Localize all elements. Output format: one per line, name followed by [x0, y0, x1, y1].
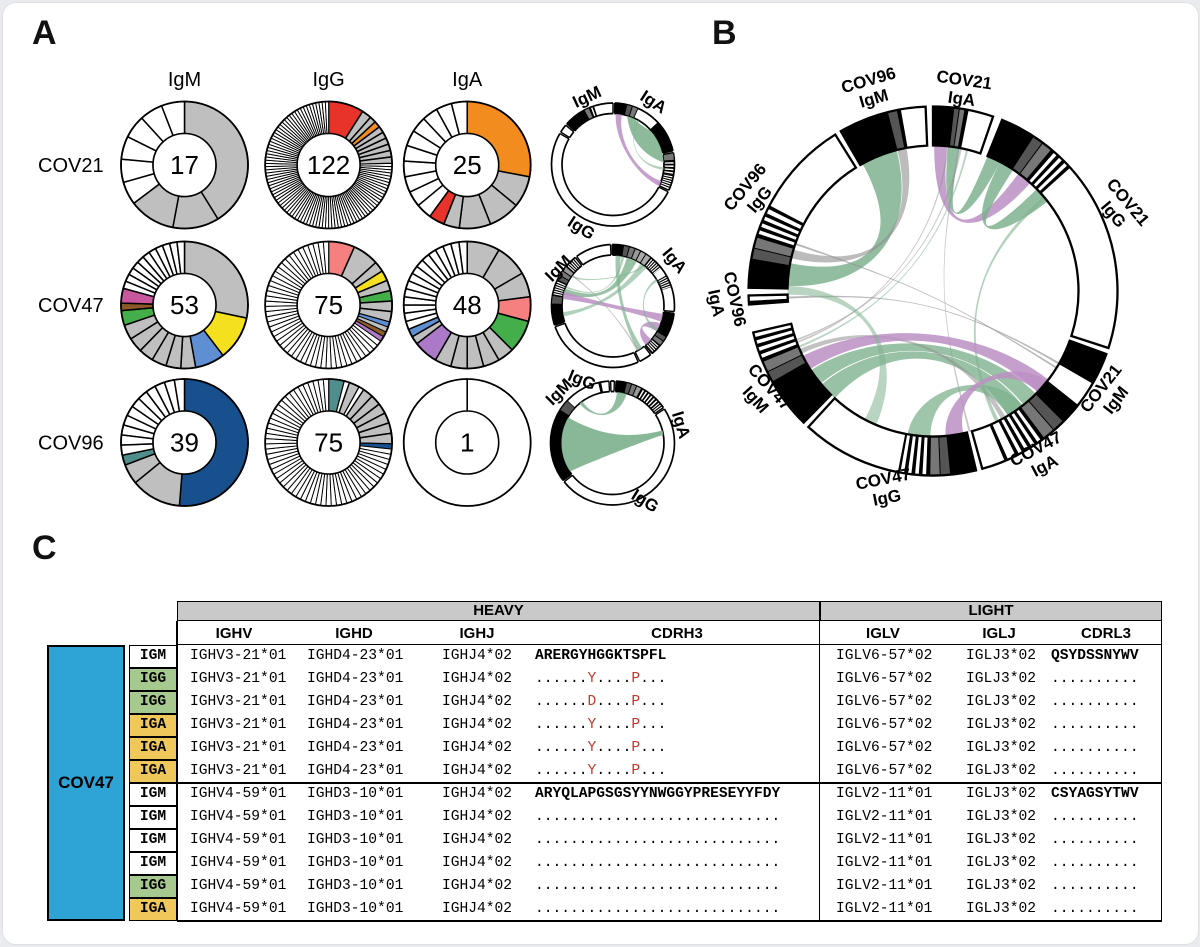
svg-text:IgA: IgA	[452, 69, 483, 91]
svg-text:25: 25	[453, 150, 482, 180]
svg-text:17: 17	[170, 150, 199, 180]
svg-text:COV47: COV47	[38, 295, 104, 317]
svg-text:IgA: IgA	[637, 87, 670, 118]
svg-text:39: 39	[170, 428, 199, 458]
svg-text:COV96: COV96	[38, 433, 104, 455]
svg-text:IgA: IgA	[658, 244, 690, 277]
svg-text:53: 53	[170, 290, 199, 320]
svg-text:IgG: IgG	[312, 69, 344, 91]
svg-text:122: 122	[307, 150, 350, 180]
svg-text:1: 1	[460, 428, 474, 458]
svg-text:COV21: COV21	[38, 155, 104, 177]
svg-text:75: 75	[314, 290, 343, 320]
svg-text:IgM: IgM	[570, 82, 605, 112]
svg-text:75: 75	[314, 428, 343, 458]
svg-text:IgG: IgG	[871, 486, 902, 510]
svg-text:IgM: IgM	[168, 69, 201, 91]
svg-text:IgM: IgM	[541, 251, 575, 285]
svg-text:IgA: IgA	[947, 88, 977, 111]
svg-text:IgG: IgG	[564, 212, 598, 243]
svg-text:IgA: IgA	[668, 409, 694, 441]
svg-text:48: 48	[453, 290, 482, 320]
